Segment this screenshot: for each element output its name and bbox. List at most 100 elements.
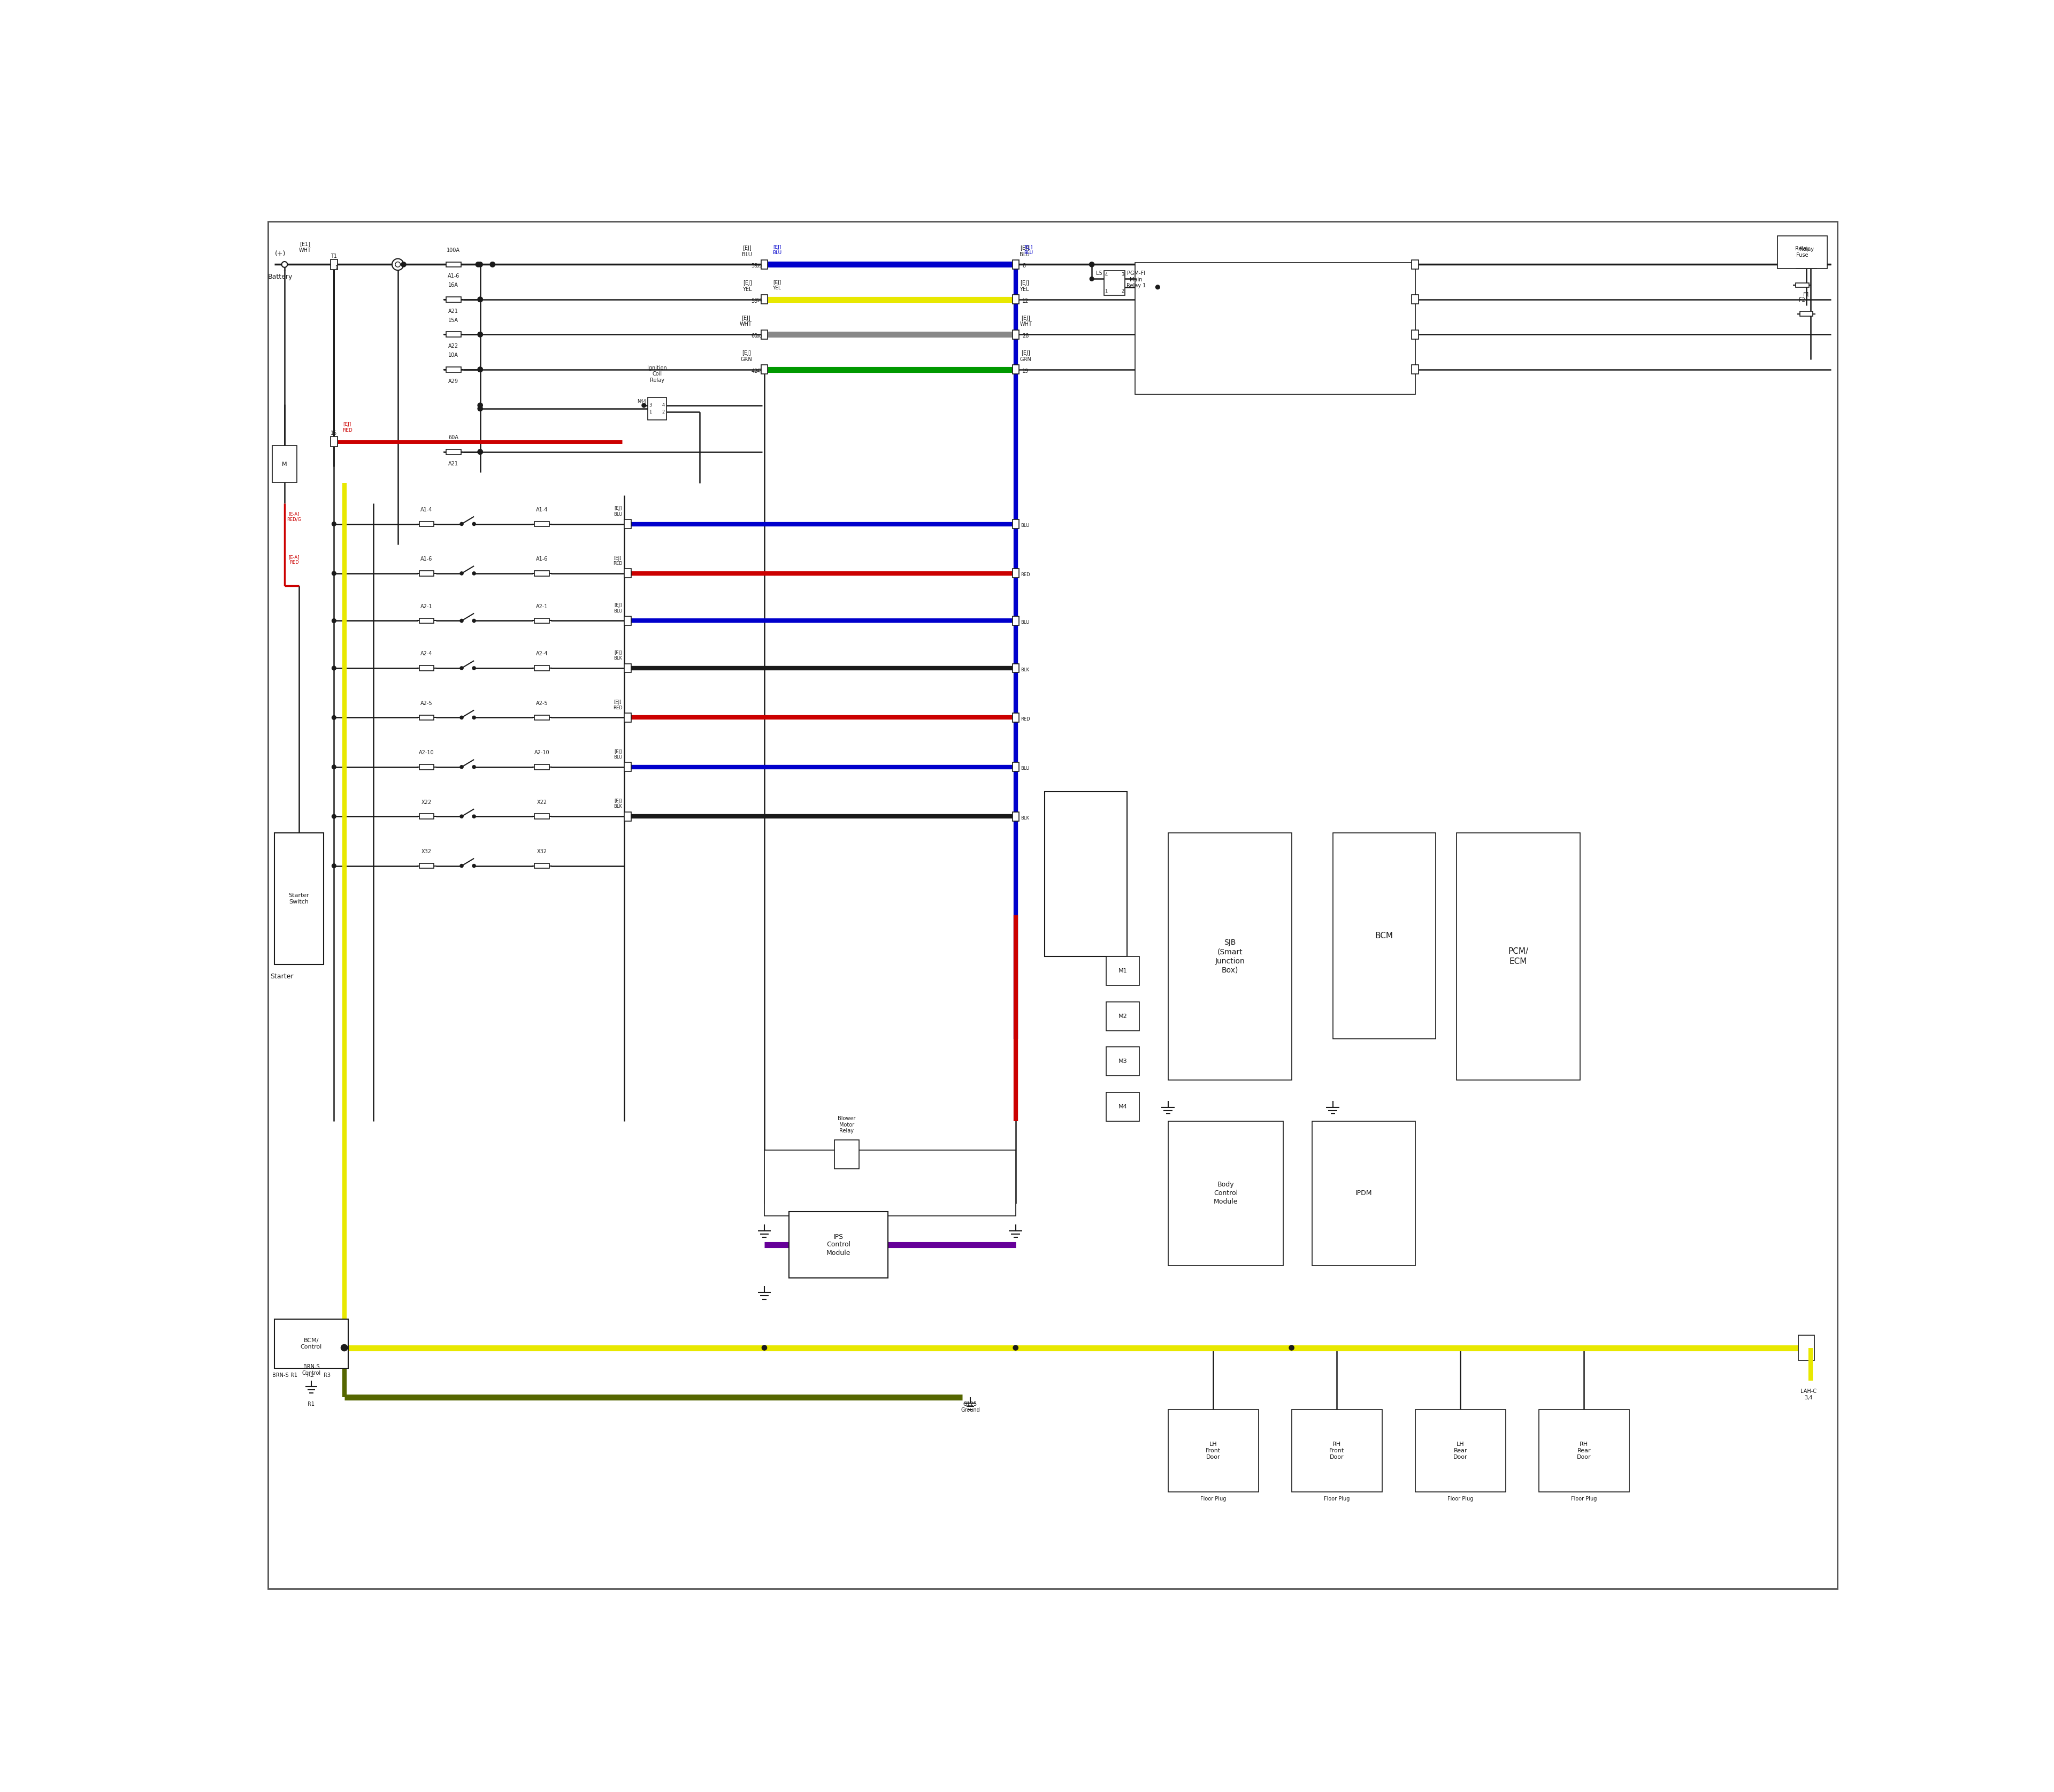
Text: R3: R3 [325,1373,331,1378]
Text: [EJ]
YEL: [EJ] YEL [772,280,781,290]
Bar [446,297,460,303]
Circle shape [460,815,464,819]
Text: [EJ]
WHT: [EJ] WHT [739,315,752,328]
Text: PGM-FI
Main
Relay 1: PGM-FI Main Relay 1 [1126,271,1146,289]
Circle shape [333,618,337,624]
Bar [275,1319,349,1369]
Bar [1043,792,1128,957]
Circle shape [479,367,483,373]
Text: A1-6: A1-6 [536,557,548,563]
Circle shape [401,262,407,267]
Bar [446,367,460,373]
Bar [331,260,337,269]
Text: RH
Front
Door: RH Front Door [1329,1441,1345,1460]
Text: A21: A21 [448,461,458,466]
Text: F2: F2 [1799,297,1805,303]
Circle shape [460,618,464,622]
Text: A1-4: A1-4 [536,507,548,513]
Text: LH
Rear
Door: LH Rear Door [1454,1441,1467,1460]
Text: F1: F1 [1803,292,1810,297]
Bar [1333,833,1436,1039]
Text: Relay
Fuse: Relay Fuse [1795,246,1810,258]
Text: Starter
Switch: Starter Switch [288,892,310,905]
Text: R1: R1 [308,1401,314,1407]
Text: 42: 42 [756,369,762,373]
Text: A2-10: A2-10 [534,751,550,756]
Bar [624,568,631,577]
Text: [EJ]
BLU: [EJ] BLU [1023,246,1033,256]
Text: 59: 59 [752,299,758,305]
Text: 1: 1 [1105,289,1107,294]
Bar [1013,260,1019,269]
Bar [1292,1410,1382,1493]
Text: 60A: 60A [448,435,458,441]
Bar [419,715,433,720]
Text: M: M [281,462,288,468]
Text: N44: N44 [637,400,647,403]
Text: BRN-S
Control: BRN-S Control [302,1364,320,1376]
Text: [EJ]
RED: [EJ] RED [612,556,622,566]
Bar [419,665,433,670]
Circle shape [392,258,403,271]
Bar [419,765,433,769]
Text: G125
Ground: G125 Ground [961,1401,980,1412]
Text: [EJ]
BLU: [EJ] BLU [614,602,622,613]
Bar [1777,235,1826,269]
Text: A1-4: A1-4 [421,507,433,513]
Circle shape [472,572,477,575]
Text: Floor Plug: Floor Plug [1448,1496,1473,1502]
Bar [419,814,433,819]
Circle shape [641,403,645,407]
Bar [624,616,631,625]
Bar [1136,262,1415,394]
Text: 42: 42 [752,369,758,375]
Text: R2: R2 [308,1373,314,1378]
Bar [331,437,337,446]
Text: 100A: 100A [446,247,460,253]
Text: M2: M2 [1117,1014,1128,1020]
Bar [624,762,631,772]
Circle shape [1013,1346,1019,1349]
Text: IPS
Control
Module: IPS Control Module [826,1233,850,1256]
Circle shape [333,521,337,527]
Text: 1: 1 [335,265,337,271]
Circle shape [479,332,483,337]
Circle shape [341,1346,347,1349]
Bar [1456,833,1580,1081]
Text: [EJ]
RED: [EJ] RED [343,423,351,432]
Text: A29: A29 [448,378,458,383]
Bar [1013,713,1019,722]
Circle shape [491,262,495,267]
Text: Relay: Relay [1799,247,1814,253]
Circle shape [479,297,483,301]
Text: 10A: 10A [448,353,458,358]
Circle shape [281,262,288,267]
Text: [EJ]
BLU: [EJ] BLU [772,246,783,256]
Text: X22: X22 [536,799,546,805]
Bar [1107,1002,1140,1030]
Text: A2-1: A2-1 [536,604,548,609]
Text: IPDM: IPDM [1356,1190,1372,1197]
Bar [534,715,548,720]
Text: A2-1: A2-1 [421,604,433,609]
Text: [EJ]
WHT: [EJ] WHT [1019,315,1031,328]
Text: 2: 2 [1121,289,1124,294]
Text: 3: 3 [1121,272,1124,278]
Bar [419,572,433,575]
Bar [1107,1047,1140,1075]
Text: 60: 60 [756,333,762,339]
Circle shape [1156,285,1161,289]
Circle shape [460,521,464,525]
Text: BCM: BCM [1374,932,1393,939]
Text: A1-6: A1-6 [421,557,433,563]
Text: BRN-S: BRN-S [273,1373,288,1378]
Bar [446,450,460,455]
Text: 28: 28 [1023,333,1029,339]
Bar [1169,833,1292,1081]
Text: BLU: BLU [1021,523,1029,529]
Bar [534,765,548,769]
Circle shape [472,765,477,769]
Text: 1: 1 [649,410,651,414]
Bar [624,812,631,821]
Circle shape [477,262,481,267]
